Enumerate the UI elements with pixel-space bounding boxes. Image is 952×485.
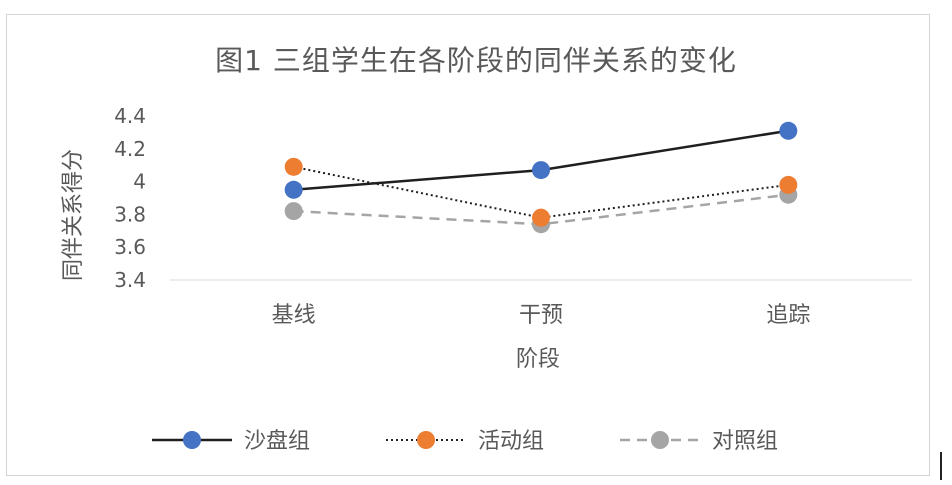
data-point	[284, 180, 303, 199]
x-tick-label: 基线	[272, 303, 316, 328]
series-group	[284, 121, 798, 234]
legend-label: 沙盘组	[244, 429, 310, 454]
legend-label: 活动组	[478, 429, 544, 454]
x-tick-label: 干预	[519, 303, 563, 328]
y-tick-label: 3.4	[114, 268, 146, 292]
y-axis-title: 同伴关系得分	[61, 149, 86, 281]
data-point	[284, 157, 303, 176]
y-tick-label: 3.8	[114, 202, 146, 226]
data-point	[779, 175, 798, 194]
legend: 沙盘组 活动组 对照组	[152, 429, 778, 454]
chart-title: 图1 三组学生在各阶段的同伴关系的变化	[215, 44, 737, 77]
edge-mark	[940, 452, 942, 480]
y-tick-label: 4	[133, 170, 146, 194]
x-tick-label: 追踪	[766, 303, 810, 328]
chart-frame	[6, 14, 930, 476]
data-point	[532, 208, 550, 227]
legend-marker	[417, 431, 435, 449]
y-tick-label: 4.4	[114, 104, 146, 128]
legend-label: 对照组	[712, 429, 778, 454]
y-tick-label: 3.6	[114, 235, 146, 259]
series-line	[293, 129, 789, 192]
x-tick-labels: 基线 干预 追踪	[272, 303, 811, 328]
data-point	[779, 121, 798, 140]
legend-marker	[183, 431, 201, 449]
data-point	[532, 161, 550, 180]
y-tick-labels: 3.4 3.6 3.8 4 4.2 4.4	[114, 104, 146, 292]
data-point	[284, 202, 303, 221]
x-axis-title: 阶段	[516, 347, 560, 372]
y-tick-label: 4.2	[114, 137, 146, 161]
legend-marker	[651, 431, 669, 449]
